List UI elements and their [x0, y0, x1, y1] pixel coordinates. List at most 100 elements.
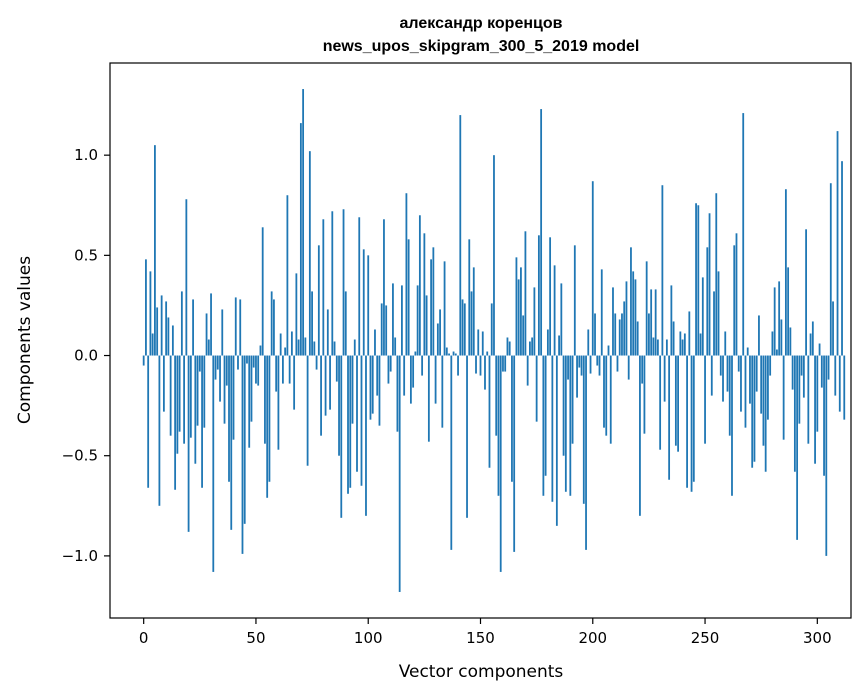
- bar-67: [293, 355, 296, 410]
- bar-18: [183, 355, 185, 444]
- bar-243: [688, 311, 691, 356]
- bar-177: [540, 109, 543, 356]
- bar-1: [145, 259, 147, 356]
- bar-158: [497, 355, 500, 496]
- bar-145: [468, 239, 471, 356]
- bar-59: [275, 355, 278, 392]
- bar-165: [513, 355, 516, 552]
- bar-127: [427, 355, 430, 442]
- bar-221: [639, 355, 641, 516]
- bar-303: [823, 355, 825, 476]
- bar-19: [185, 199, 188, 356]
- bar-140: [457, 355, 459, 376]
- bar-25: [198, 355, 201, 372]
- bar-281: [773, 287, 776, 356]
- bar-72: [304, 337, 307, 356]
- bar-255: [715, 193, 718, 356]
- x-axis-label: Vector components: [399, 662, 564, 682]
- bar-144: [466, 355, 468, 518]
- bar-17: [180, 291, 183, 356]
- bar-296: [807, 355, 810, 444]
- bar-65: [288, 355, 291, 384]
- bar-298: [811, 321, 814, 356]
- x-tick-label: 0: [139, 629, 149, 647]
- bar-270: [749, 355, 751, 404]
- bar-86: [335, 355, 338, 382]
- bar-180: [546, 329, 549, 356]
- bar-174: [533, 287, 536, 356]
- bar-301: [818, 343, 821, 356]
- bar-126: [425, 295, 428, 356]
- bar-130: [434, 355, 437, 404]
- bar-95: [356, 355, 358, 472]
- bar-123: [418, 215, 421, 356]
- bar-82: [326, 309, 329, 356]
- bar-43: [239, 299, 242, 356]
- bar-111: [392, 283, 394, 356]
- bar-196: [582, 355, 585, 504]
- bar-120: [412, 355, 415, 388]
- bar-96: [358, 217, 361, 356]
- bar-39: [230, 355, 233, 530]
- bar-79: [320, 355, 322, 436]
- bar-195: [580, 355, 583, 376]
- bar-8: [160, 295, 163, 356]
- bar-29: [207, 339, 210, 356]
- bar-97: [360, 355, 363, 486]
- bar-157: [495, 355, 498, 436]
- bar-166: [515, 257, 518, 356]
- bar-199: [589, 355, 592, 374]
- bar-14: [174, 355, 177, 490]
- bar-36: [223, 355, 226, 424]
- bar-308: [834, 355, 837, 396]
- bar-78: [317, 245, 320, 356]
- bar-66: [290, 331, 293, 356]
- bar-121: [414, 351, 417, 356]
- bar-189: [567, 355, 569, 380]
- bar-241: [683, 333, 686, 356]
- bar-125: [423, 233, 426, 356]
- bar-259: [724, 331, 727, 356]
- bar-30: [210, 293, 212, 356]
- bar-155: [490, 303, 493, 356]
- bar-283: [778, 281, 781, 356]
- bar-142: [461, 299, 464, 356]
- bar-235: [670, 285, 673, 356]
- bar-278: [767, 355, 769, 420]
- bar-139: [454, 353, 457, 356]
- bar-219: [634, 279, 637, 356]
- bar-173: [531, 337, 534, 356]
- bar-181: [549, 237, 552, 356]
- bar-216: [627, 355, 630, 380]
- bar-163: [508, 341, 511, 356]
- bar-10: [165, 301, 168, 356]
- bar-307: [832, 301, 834, 356]
- bar-2: [147, 355, 150, 488]
- bar-201: [594, 313, 596, 356]
- bar-38: [228, 355, 230, 482]
- bar-41: [234, 297, 237, 356]
- bar-46: [246, 355, 248, 364]
- bar-228: [654, 289, 657, 356]
- bar-239: [679, 331, 682, 356]
- bar-149: [477, 329, 480, 356]
- bar-69: [297, 339, 300, 356]
- bar-137: [450, 355, 453, 550]
- bar-129: [432, 247, 435, 356]
- bar-114: [398, 355, 401, 592]
- bar-290: [793, 355, 796, 472]
- bar-133: [441, 355, 444, 428]
- bar-264: [735, 233, 738, 356]
- bar-154: [488, 355, 491, 468]
- bar-249: [701, 277, 704, 356]
- bar-50: [255, 355, 257, 384]
- bar-211: [616, 355, 619, 372]
- bar-291: [796, 355, 799, 540]
- bar-93: [351, 355, 354, 424]
- bar-21: [189, 355, 192, 438]
- y-tick-label: −1.0: [62, 547, 98, 565]
- bar-152: [484, 355, 486, 390]
- bar-99: [365, 355, 367, 516]
- bar-268: [744, 355, 747, 428]
- bar-269: [746, 347, 749, 356]
